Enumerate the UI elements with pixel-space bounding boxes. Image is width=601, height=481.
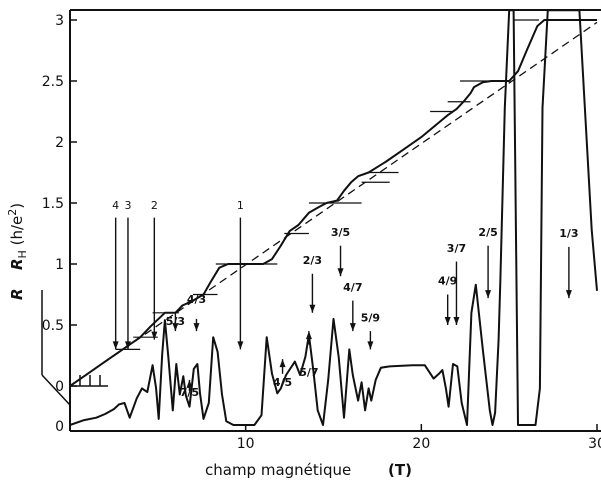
x-axis-title: champ magnétique <box>205 461 351 479</box>
annotation-arrowhead <box>485 290 492 299</box>
y-tick-label: 0 <box>55 379 64 395</box>
y-axis-title-hall-r: R <box>8 258 26 270</box>
series-classical <box>69 21 598 387</box>
r-bracket-diagonal <box>41 374 71 406</box>
annotation-label: 3/7 <box>447 242 466 255</box>
annotation-label: 5/9 <box>361 311 380 324</box>
annotation-arrowhead <box>124 341 131 350</box>
series-layer <box>69 9 598 426</box>
y-tick-label: 0.5 <box>42 318 64 334</box>
x-tick-label: 20 <box>412 436 430 452</box>
x-axis-unit: (T) <box>388 461 412 479</box>
annotation-arrowhead <box>444 317 451 325</box>
annotation-label: 4 <box>112 199 119 212</box>
y-tick-label: 2 <box>55 135 64 151</box>
y-axis-title-hall: RH (h/e2) <box>6 203 29 270</box>
annotation-label: 2/5 <box>478 226 497 239</box>
series-longitudinal <box>69 9 598 426</box>
annotation-label: 4/9 <box>438 275 457 288</box>
annotation-arrowhead <box>367 341 374 350</box>
annotation-label: 2/3 <box>303 254 322 267</box>
annotation-label: 4/3 <box>187 293 206 306</box>
y-tick-label: 3 <box>55 13 64 29</box>
y-tick-label: 1.5 <box>42 196 64 212</box>
annotation-arrowhead <box>309 304 316 313</box>
annotation-arrowhead <box>305 331 312 340</box>
y-tick-label-r-zero: 0 <box>55 419 64 435</box>
annotation-arrowhead <box>186 379 193 388</box>
y-axis-title-long: R <box>8 288 26 300</box>
annotation-arrowhead <box>112 341 119 350</box>
annotation-label: 3 <box>124 199 131 212</box>
series-hall <box>69 19 597 387</box>
x-tick-label: 10 <box>237 436 255 452</box>
annotation-label: 5/7 <box>299 366 318 379</box>
annotation-label: 4/5 <box>273 376 292 389</box>
x-ticks: 10 20 30 <box>237 424 601 452</box>
y-ticks: 0 0.5 1 1.5 2 2.5 3 0 <box>42 13 77 435</box>
y-axis-title-hall-unit: (h/e <box>8 216 26 250</box>
annotation-arrowhead <box>337 268 344 277</box>
x-tick-label: 30 <box>588 436 601 452</box>
annotation-arrowhead <box>172 323 179 332</box>
y-axis-title-hall-sup: 2 <box>6 209 19 216</box>
annotation-arrowhead <box>237 341 244 350</box>
annotation-label: 3/5 <box>331 226 350 239</box>
annotation-arrowhead <box>565 290 572 299</box>
annotation-label: 2 <box>151 199 158 212</box>
annotation-arrowhead <box>151 331 158 340</box>
y-tick-label: 1 <box>55 257 64 273</box>
annotation-arrowhead <box>349 323 356 332</box>
plateau-marks <box>115 19 566 350</box>
annotations: 4 3 2 1 5/34/3 7/5 4/5 2/3 5/7 3/5 4/7 5/9 3/7 4/9 2/5… <box>112 199 578 399</box>
annotation-label: 4/7 <box>343 281 362 294</box>
annotation-label: 7/5 <box>180 386 199 399</box>
annotation-label: 5/3 <box>166 315 185 328</box>
y-tick-label: 2.5 <box>42 74 64 90</box>
annotation-label: 1/3 <box>559 227 578 240</box>
y-axis-title-hall-sub: H <box>16 250 29 258</box>
annotation-arrowhead <box>279 359 286 368</box>
annotation-label: 1 <box>237 199 244 212</box>
annotation-arrowhead <box>453 317 460 325</box>
y-axis-title-hall-close: ) <box>8 203 26 209</box>
annotation-arrowhead <box>193 323 200 332</box>
